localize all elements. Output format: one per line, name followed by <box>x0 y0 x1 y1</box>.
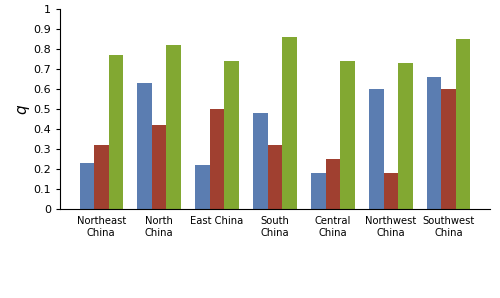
Bar <box>166 45 181 209</box>
Bar <box>108 55 123 209</box>
Bar <box>369 89 384 209</box>
Bar <box>268 145 282 209</box>
Bar <box>138 83 152 209</box>
Bar <box>196 165 210 209</box>
Bar <box>311 173 326 209</box>
Bar <box>80 163 94 209</box>
Bar <box>427 77 442 209</box>
Bar <box>456 39 470 209</box>
Y-axis label: q: q <box>14 104 29 114</box>
Bar <box>152 125 166 209</box>
Bar <box>326 159 340 209</box>
Bar <box>282 37 296 209</box>
Bar <box>340 61 354 209</box>
Bar <box>254 113 268 209</box>
Bar <box>384 173 398 209</box>
Bar <box>210 109 224 209</box>
Bar <box>398 63 412 209</box>
Bar <box>442 89 456 209</box>
Bar <box>94 145 108 209</box>
Bar <box>224 61 239 209</box>
